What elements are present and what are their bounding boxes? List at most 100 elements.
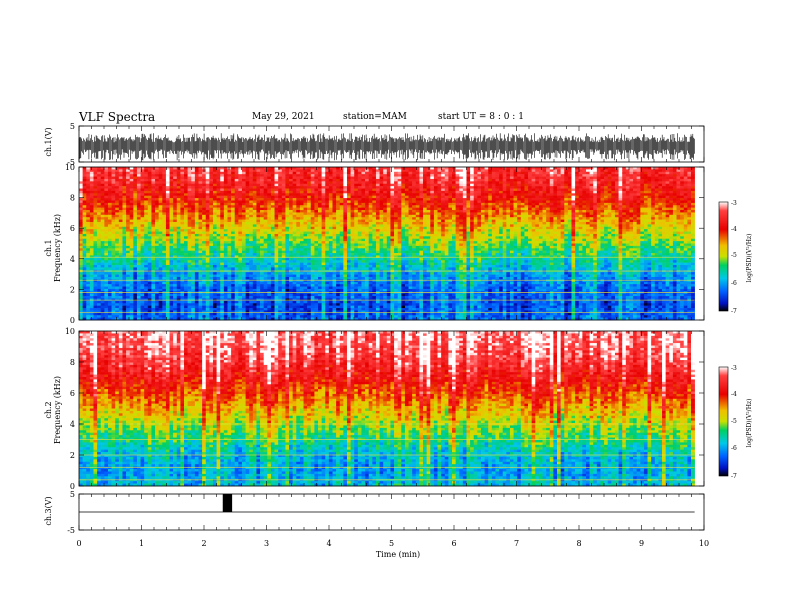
ch1-spectrogram-cell — [466, 174, 470, 177]
ch1-spectrogram-cell — [180, 189, 184, 192]
ch1-spectrogram-cell — [372, 224, 376, 227]
ch1-spectrogram-cell — [593, 232, 597, 235]
ch1-spectrogram-cell — [304, 174, 308, 177]
ch1-spectrogram-cell — [438, 184, 442, 187]
ch1-spectrogram-cell — [543, 172, 547, 175]
ch1-spectrogram-cell — [517, 229, 521, 232]
ch1-spectrogram-cell — [329, 205, 333, 208]
ch1-spectrogram-cell — [608, 186, 612, 189]
ch1-spectrogram-cell — [278, 198, 282, 201]
ch1-spectrogram-cell — [495, 203, 499, 206]
ch1-spectrogram-cell — [278, 217, 282, 220]
ch1-spectrogram-cell — [144, 179, 148, 182]
ch1-spectrogram-cell — [651, 186, 655, 189]
ch1-spectrogram-cell — [380, 181, 384, 184]
ch1-spectrogram-cell — [662, 191, 666, 194]
ch1-spectrogram-cell — [97, 203, 101, 206]
ch1-spectrogram-cell — [485, 189, 489, 192]
ch1-spectrogram-cell — [242, 167, 246, 170]
ch1-spectrogram-cell — [561, 227, 565, 230]
ch1-spectrogram-cell — [622, 232, 626, 235]
ch1-spectrogram-cell — [677, 193, 681, 196]
ch1-spectrogram-cell — [177, 179, 181, 182]
ch1-spectrogram-cell — [217, 196, 221, 199]
ch1-spectrogram-cell — [506, 169, 510, 172]
ch1-spectrogram-cell — [463, 193, 467, 196]
ch1-spectrogram-cell — [485, 167, 489, 170]
ch1-spectrogram-cell — [452, 186, 456, 189]
ch1-spectrogram-cell — [452, 198, 456, 201]
ch1-spectrogram-cell — [148, 222, 152, 225]
ch1-spectrogram-cell — [492, 196, 496, 199]
ch1-spectrogram-cell — [557, 196, 561, 199]
ch1-spectrogram-cell — [684, 172, 688, 175]
ch1-spectrogram-cell — [304, 196, 308, 199]
ch1-spectrogram-cell — [419, 203, 423, 206]
ch1-spectrogram-cell — [456, 215, 460, 218]
ch1-spectrogram-cell — [662, 174, 666, 177]
ch1-spectrogram-cell — [115, 196, 119, 199]
ch1-spectrogram-cell — [159, 200, 163, 203]
ch1-spectrogram-cell — [383, 229, 387, 232]
ch1-spectrogram-cell — [122, 200, 126, 203]
ch1-spectrogram-cell — [112, 208, 116, 211]
ch1-spectrogram-cell — [492, 215, 496, 218]
ch1-spectrogram-cell — [242, 196, 246, 199]
ch1-spectrogram-cell — [202, 184, 206, 187]
ch1-spectrogram-cell — [637, 229, 641, 232]
ch1-spectrogram-cell — [202, 203, 206, 206]
ch1-spectrogram-cell — [543, 220, 547, 223]
ch1-spectrogram-cell — [93, 212, 97, 215]
ch1-spectrogram-cell — [227, 224, 231, 227]
ch1-spectrogram-cell — [543, 222, 547, 225]
ch1-spectrogram-cell — [503, 215, 507, 218]
ch1-spectrogram-cell — [108, 167, 112, 170]
ch1-spectrogram-cell — [304, 210, 308, 213]
ch1-spectrogram-cell — [488, 212, 492, 215]
ch1-spectrogram-cell — [133, 174, 137, 177]
ch1-spectrogram-cell — [137, 232, 141, 235]
ch1-spectrogram-cell — [488, 215, 492, 218]
ch1-spectrogram-cell — [448, 169, 452, 172]
ch1-spectrogram-cell — [517, 212, 521, 215]
ch1-spectrogram-cell — [579, 227, 583, 230]
ch1-spectrogram-cell — [637, 179, 641, 182]
ch1-spectrogram-cell — [202, 200, 206, 203]
ch1-spectrogram-cell — [293, 217, 297, 220]
ch1-spectrogram-cell — [282, 196, 286, 199]
ch1-spectrogram-cell — [383, 212, 387, 215]
ch1-spectrogram-cell — [126, 232, 130, 235]
ch1-spectrogram-cell — [648, 196, 652, 199]
ch1-spectrogram-cell — [246, 172, 250, 175]
ch1-spectrogram-cell — [361, 222, 365, 225]
ch1-spectrogram-cell — [282, 220, 286, 223]
ch1-spectrogram-cell — [448, 210, 452, 213]
ch1-spectrogram-cell — [412, 232, 416, 235]
ch1-spectrogram-cell — [285, 203, 289, 206]
ch1-spectrogram-cell — [188, 208, 192, 211]
ch1-spectrogram-cell — [264, 208, 268, 211]
ch1-spectrogram-cell — [93, 181, 97, 184]
ch1-spectrogram-cell — [419, 210, 423, 213]
ch1-spectrogram-cell — [575, 208, 579, 211]
ch1-spectrogram-cell — [329, 186, 333, 189]
ch1-spectrogram-cell — [235, 198, 239, 201]
ch1-spectrogram-cell — [351, 227, 355, 230]
ch1-spectrogram-cell — [354, 234, 358, 237]
ch1-spectrogram-cell — [481, 215, 485, 218]
ch1-spectrogram-cell — [648, 232, 652, 235]
ch1-spectrogram-cell — [376, 210, 380, 213]
ch1-spectrogram-cell — [488, 181, 492, 184]
ch1-spectrogram-cell — [564, 232, 568, 235]
ch1-spectrogram-cell — [325, 172, 329, 175]
ch1-spectrogram-cell — [669, 174, 673, 177]
ch1-spectrogram-cell — [314, 212, 318, 215]
ch1-spectrogram-cell — [108, 179, 112, 182]
ch1-spectrogram-cell — [191, 205, 195, 208]
ch1-spectrogram-cell — [572, 169, 576, 172]
ch1-spectrogram-cell — [604, 215, 608, 218]
ch1-spectrogram-cell — [115, 224, 119, 227]
ch1-spectrogram-cell — [477, 179, 481, 182]
ch1-spectrogram-cell — [199, 227, 203, 230]
ch1-spectrogram-cell — [325, 205, 329, 208]
